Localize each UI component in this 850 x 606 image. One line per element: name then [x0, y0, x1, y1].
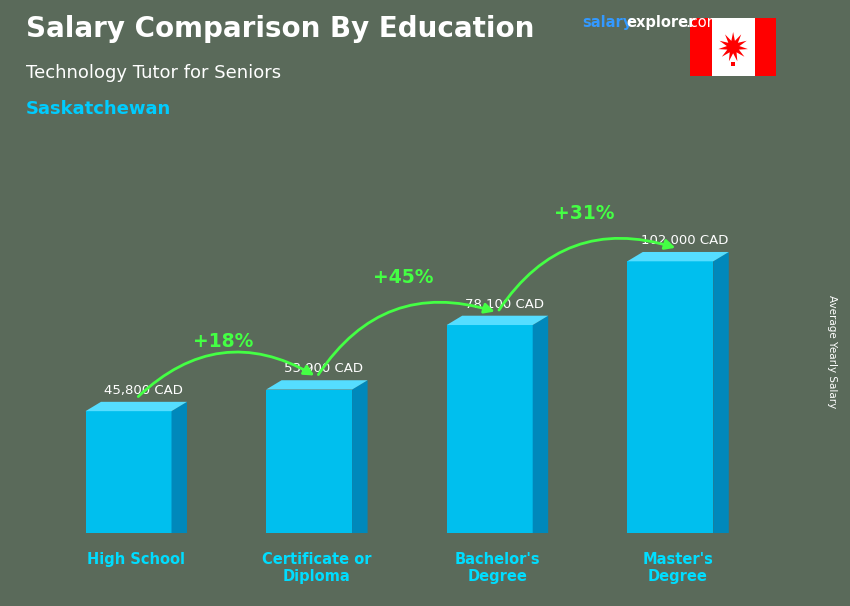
Text: High School: High School: [88, 551, 185, 567]
Polygon shape: [352, 380, 367, 533]
Text: 78,100 CAD: 78,100 CAD: [465, 298, 544, 311]
Text: 45,800 CAD: 45,800 CAD: [104, 384, 183, 397]
Text: salary: salary: [582, 15, 632, 30]
Text: +45%: +45%: [373, 268, 434, 287]
Polygon shape: [266, 390, 352, 533]
Polygon shape: [755, 18, 776, 76]
Text: Bachelor's
Degree: Bachelor's Degree: [455, 551, 541, 584]
Text: Average Yearly Salary: Average Yearly Salary: [827, 295, 837, 408]
Text: +31%: +31%: [554, 204, 615, 223]
Text: Salary Comparison By Education: Salary Comparison By Education: [26, 15, 534, 43]
Text: Certificate or
Diploma: Certificate or Diploma: [262, 551, 371, 584]
Polygon shape: [447, 325, 533, 533]
Text: Technology Tutor for Seniors: Technology Tutor for Seniors: [26, 64, 280, 82]
Polygon shape: [731, 62, 735, 65]
Polygon shape: [718, 32, 748, 61]
Polygon shape: [86, 411, 172, 533]
Text: 53,900 CAD: 53,900 CAD: [284, 362, 363, 375]
Polygon shape: [627, 252, 728, 261]
Polygon shape: [627, 261, 713, 533]
Polygon shape: [690, 18, 776, 76]
Polygon shape: [86, 402, 187, 411]
Polygon shape: [447, 316, 548, 325]
Polygon shape: [266, 380, 367, 390]
Text: Master's
Degree: Master's Degree: [643, 551, 713, 584]
Text: +18%: +18%: [193, 333, 253, 351]
Polygon shape: [172, 402, 187, 533]
Text: explorer: explorer: [626, 15, 696, 30]
Text: Saskatchewan: Saskatchewan: [26, 100, 171, 118]
Text: .com: .com: [685, 15, 721, 30]
Polygon shape: [533, 316, 548, 533]
Text: 102,000 CAD: 102,000 CAD: [641, 234, 728, 247]
Polygon shape: [713, 252, 728, 533]
Polygon shape: [690, 18, 711, 76]
